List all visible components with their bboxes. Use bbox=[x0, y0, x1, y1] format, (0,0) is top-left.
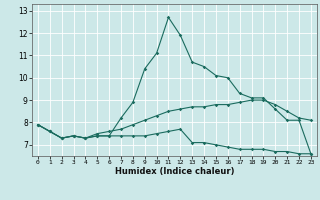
X-axis label: Humidex (Indice chaleur): Humidex (Indice chaleur) bbox=[115, 167, 234, 176]
